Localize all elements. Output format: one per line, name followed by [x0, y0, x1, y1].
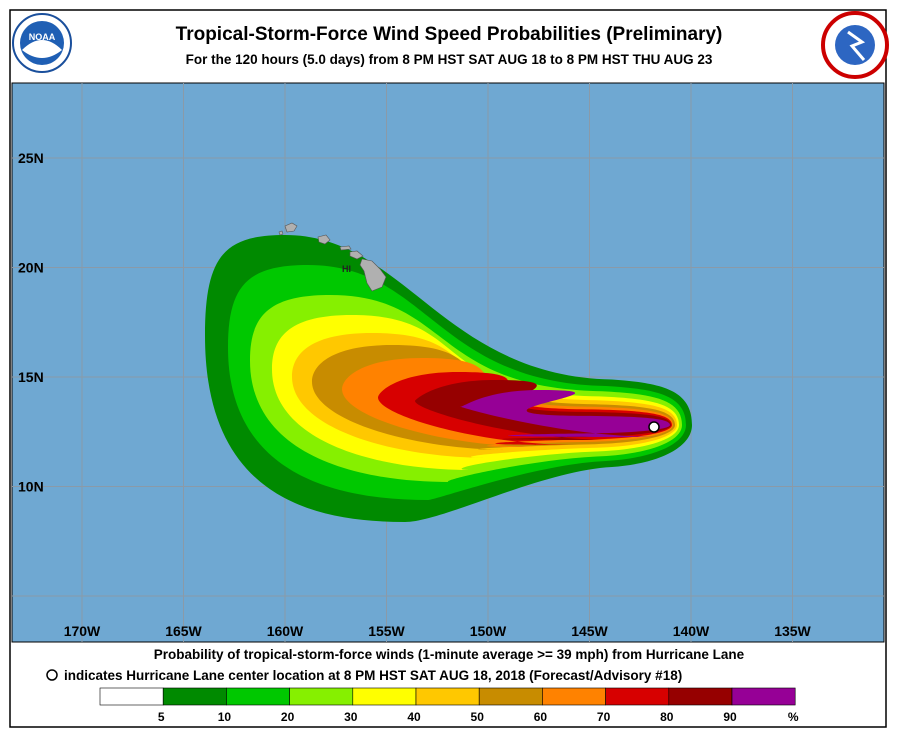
logo-text: NOAA — [29, 32, 56, 42]
storm-center — [648, 421, 660, 433]
legend-label: 50 — [471, 710, 485, 724]
subtitle: For the 120 hours (5.0 days) from 8 PM H… — [186, 52, 713, 67]
lat-label: 15N — [18, 369, 44, 385]
island — [349, 250, 364, 260]
legend-swatch — [542, 687, 606, 706]
title: Tropical-Storm-Force Wind Speed Probabil… — [176, 24, 723, 45]
footer-line1: Probability of tropical-storm-force wind… — [154, 647, 745, 662]
lat-label: 25N — [18, 150, 44, 166]
legend-swatch — [415, 687, 480, 706]
lon-label: 140W — [673, 623, 710, 639]
graticule — [12, 83, 884, 642]
legend-label: 60 — [534, 710, 548, 724]
legend-swatch — [605, 687, 670, 706]
lat-label: 20N — [18, 260, 44, 276]
legend-label: 5 — [158, 710, 165, 724]
island — [339, 245, 352, 251]
lon-label: 155W — [368, 623, 405, 639]
contour — [460, 390, 670, 437]
lat-label: 10N — [18, 479, 44, 495]
legend-label: % — [788, 710, 799, 724]
logo-bolt — [847, 30, 866, 61]
lon-label: 135W — [774, 623, 811, 639]
logo-bird — [22, 40, 62, 58]
legend-label: 40 — [407, 710, 421, 724]
noaa-logo: NOAA — [12, 13, 72, 73]
legend-label: 20 — [281, 710, 295, 724]
legend-label: 70 — [597, 710, 611, 724]
lon-label: 150W — [470, 623, 507, 639]
center-symbol — [46, 669, 58, 681]
legend-swatch — [352, 687, 417, 706]
lon-label: 170W — [64, 623, 101, 639]
legend-swatch — [731, 687, 796, 706]
lon-label: 165W — [165, 623, 202, 639]
legend-label: 30 — [344, 710, 358, 724]
island — [284, 222, 298, 233]
legend-swatch — [668, 687, 733, 706]
hawaiian-islands — [278, 222, 387, 292]
latitude-labels: 25N 20N 15N 10N — [18, 150, 44, 495]
nws-logo — [821, 11, 889, 79]
legend-swatch — [162, 687, 227, 706]
island — [317, 234, 331, 245]
legend: 5 10 20 30 40 50 60 70 80 90% — [99, 687, 799, 724]
island — [278, 230, 284, 236]
legend-label: 10 — [218, 710, 232, 724]
legend-label: 90 — [723, 710, 737, 724]
legend-swatch — [289, 687, 354, 706]
longitude-labels: 170W 165W 160W 155W 150W 145W 140W 135W — [64, 623, 812, 639]
legend-swatch — [226, 687, 290, 706]
legend-label: 80 — [660, 710, 674, 724]
footer-line2: indicates Hurricane Lane center location… — [64, 668, 682, 683]
island — [359, 258, 387, 292]
legend-swatch — [478, 687, 543, 706]
island-label: HI — [342, 264, 351, 274]
lon-label: 145W — [571, 623, 608, 639]
probability-contours — [205, 235, 692, 522]
legend-swatch — [99, 687, 164, 706]
lon-label: 160W — [267, 623, 304, 639]
